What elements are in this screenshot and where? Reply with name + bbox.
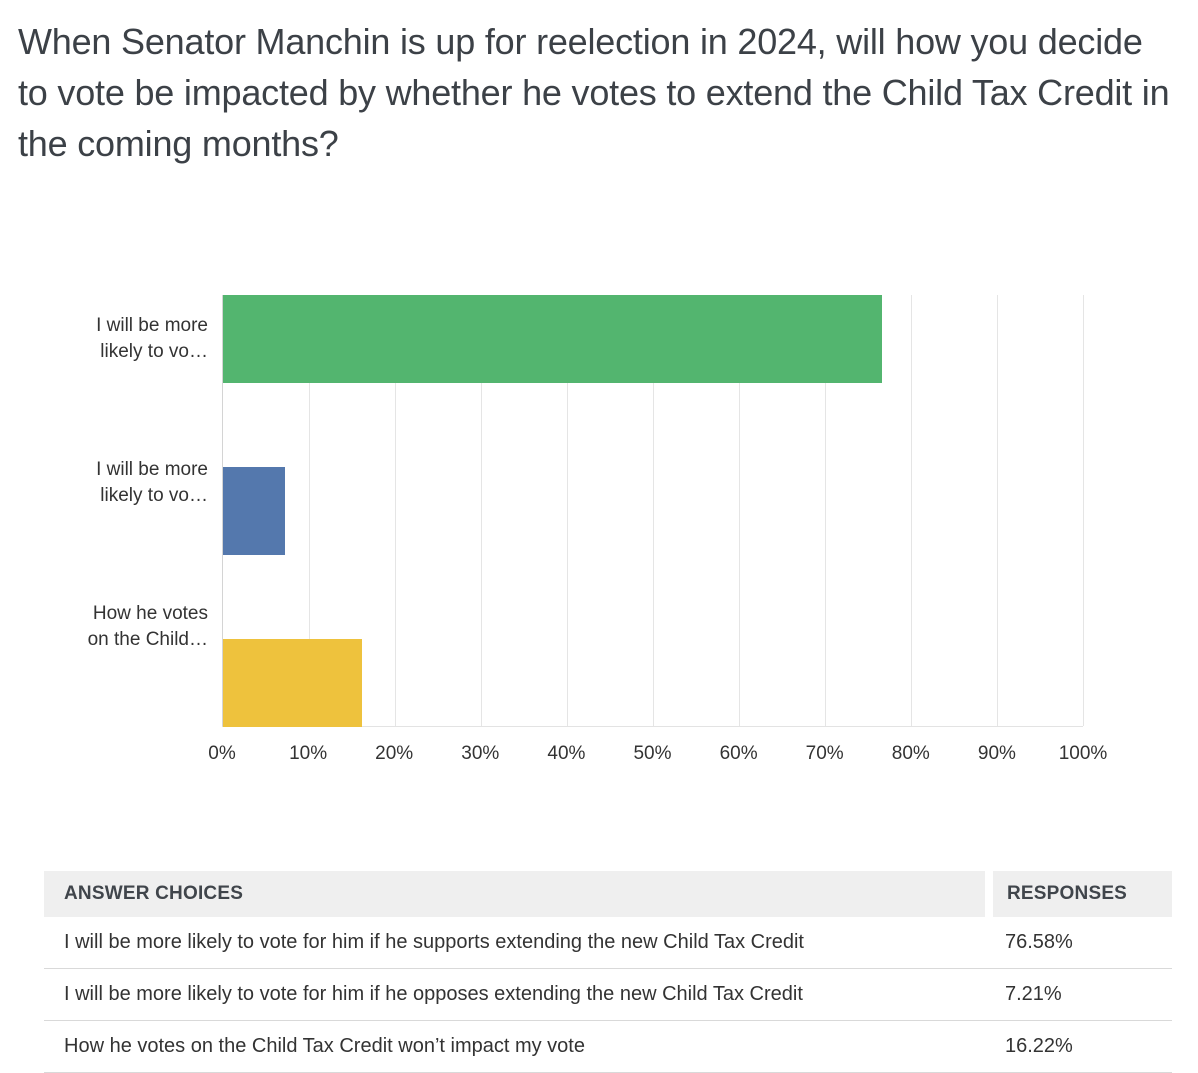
table-row: I will be more likely to vote for him if… bbox=[44, 917, 1172, 970]
table-header: ANSWER CHOICES RESPONSES bbox=[44, 871, 1172, 918]
x-tick-label: 90% bbox=[977, 743, 1016, 765]
category-label-cell: I will be more likely to vo… bbox=[0, 267, 222, 411]
response-cell: 16.22% bbox=[1005, 1035, 1073, 1058]
x-tick-label: 80% bbox=[891, 743, 930, 765]
x-tick-label: 100% bbox=[1058, 743, 1108, 765]
response-cell: 7.21% bbox=[1005, 983, 1062, 1006]
answer-cell: I will be more likely to vote for him if… bbox=[64, 983, 803, 1006]
table-row: How he votes on the Child Tax Credit won… bbox=[44, 1021, 1172, 1073]
gridline bbox=[567, 295, 568, 727]
bar[interactable] bbox=[223, 467, 285, 556]
y-axis-labels: I will be more likely to vo… I will be mo… bbox=[0, 267, 222, 771]
category-label: I will be more likely to vo… bbox=[96, 459, 208, 507]
bar[interactable] bbox=[223, 639, 363, 728]
x-tick-label: 20% bbox=[375, 743, 414, 765]
x-tick-label: 50% bbox=[633, 743, 672, 765]
category-label-cell: How he votes on the Child… bbox=[0, 555, 222, 699]
gridline bbox=[481, 295, 482, 727]
gridline bbox=[653, 295, 654, 727]
category-label: I will be more likely to vo… bbox=[96, 315, 208, 363]
header-responses: RESPONSES bbox=[993, 871, 1172, 918]
bar[interactable] bbox=[223, 295, 882, 384]
bar-row bbox=[223, 639, 1083, 783]
category-label-cell: I will be more likely to vo… bbox=[0, 411, 222, 555]
x-tick-label: 40% bbox=[547, 743, 586, 765]
x-tick-label: 30% bbox=[461, 743, 500, 765]
answer-cell: I will be more likely to vote for him if… bbox=[64, 931, 804, 954]
gridline bbox=[997, 295, 998, 727]
question-title: When Senator Manchin is up for reelectio… bbox=[18, 21, 1170, 165]
header-gap bbox=[985, 871, 993, 917]
header-answer-choices: ANSWER CHOICES bbox=[44, 871, 985, 918]
x-tick-label: 60% bbox=[719, 743, 758, 765]
response-cell: 76.58% bbox=[1005, 931, 1073, 954]
bar-chart: I will be more likely to vo… I will be mo… bbox=[0, 267, 1198, 771]
gridline bbox=[309, 295, 310, 727]
bar-plot bbox=[222, 295, 1084, 728]
plot-wrap: 0% 10% 20% 30% 40% 50% 60% 70% 80% 90% 100% bbox=[208, 267, 1107, 771]
answer-cell: How he votes on the Child Tax Credit won… bbox=[64, 1035, 585, 1058]
gridline bbox=[1083, 295, 1084, 727]
bar-row bbox=[223, 295, 1083, 439]
answers-table: ANSWER CHOICES RESPONSES I will be more … bbox=[44, 871, 1172, 1073]
x-tick-label: 0% bbox=[208, 743, 236, 765]
bar-row bbox=[223, 467, 1083, 611]
gridline bbox=[825, 295, 826, 727]
category-label: How he votes on the Child… bbox=[87, 603, 208, 651]
table-row: I will be more likely to vote for him if… bbox=[44, 969, 1172, 1022]
gridline bbox=[395, 295, 396, 727]
gridline bbox=[911, 295, 912, 727]
x-tick-label: 10% bbox=[289, 743, 328, 765]
gridline bbox=[739, 295, 740, 727]
x-axis-ticks: 0% 10% 20% 30% 40% 50% 60% 70% 80% 90% 100% bbox=[208, 727, 1107, 771]
x-tick-label: 70% bbox=[805, 743, 844, 765]
